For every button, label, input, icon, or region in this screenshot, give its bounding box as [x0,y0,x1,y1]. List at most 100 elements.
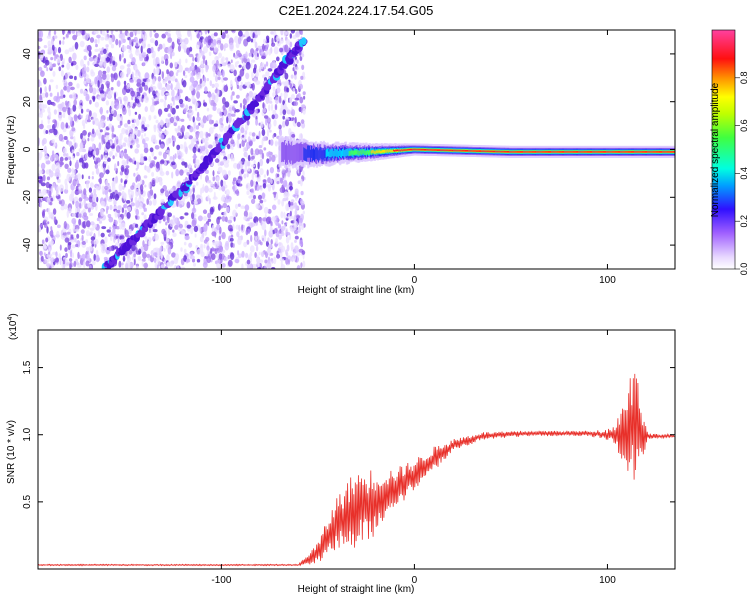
spectrogram-noise-mark [172,98,175,106]
spectrogram-noise-mark [136,143,140,149]
spectrogram-noise-mark [110,75,115,83]
spectrogram-noise-mark [215,56,219,60]
spectrogram-noise-mark [44,260,48,264]
spectrogram-noise-mark [49,61,53,69]
spectrogram-noise-mark [214,158,220,163]
spectrogram-noise-mark [177,155,181,160]
spectrogram-noise-mark [125,129,129,135]
spectrogram-noise-mark [117,212,121,219]
spectrogram-noise-mark [228,116,232,123]
spectrogram-noise-mark [185,258,191,263]
spectrogram-noise-mark [289,210,292,217]
spectrogram-noise-mark [81,240,87,245]
spectrogram-noise-mark [282,180,288,188]
spectrogram-noise-mark [179,144,184,150]
spectrogram-noise-mark [190,33,193,41]
spectrogram-noise-mark [218,235,221,241]
spectrogram-noise-mark [160,199,165,204]
spectrogram-noise-mark [65,33,69,38]
spectrogram-noise-mark [161,228,166,235]
spectrogram-noise-mark [192,262,197,267]
spectrogram-noise-mark [265,96,270,105]
spectrogram-noise-mark [238,64,242,68]
spectrogram-noise-mark [269,139,274,146]
spectrogram-noise-mark [121,192,124,196]
spectrogram-noise-mark [255,203,260,209]
spectrogram-noise-mark [235,224,240,230]
spectrogram-noise-mark [290,30,296,34]
spectrogram-noise-mark [104,185,109,190]
spectrogram-noise-mark [204,141,209,148]
spectrogram-noise-mark [155,161,160,169]
spectrogram-noise-mark [184,131,190,139]
spectrogram-noise-mark [253,159,256,166]
spectrogram-noise-mark [70,108,73,115]
spectrogram-noise-mark [215,138,219,145]
spectrogram-noise-mark [151,134,156,143]
spectrogram-noise-mark [88,50,92,57]
spectrogram-noise-mark [135,42,139,48]
spectrogram-noise-mark [171,51,175,57]
spectrogram-noise-mark [283,30,287,37]
spectrogram-noise-mark [207,144,213,149]
spectrogram-noise-mark [210,33,215,39]
spectrogram-noise-mark [69,75,74,79]
spectrogram-noise-mark [157,76,162,82]
spectrogram-noise-mark [180,247,183,252]
spectrogram-noise-mark [166,123,170,128]
spectrogram-noise-mark [206,255,212,264]
spectrogram-noise-mark [153,68,156,76]
spectrogram-noise-mark [193,121,196,129]
spectrogram-noise-mark [38,182,41,188]
spectrogram-noise-mark [183,248,187,254]
spectrogram-noise-mark [63,136,68,140]
spectrogram-noise-mark [176,180,182,188]
spectrogram-noise-mark [179,204,183,208]
spectrogram-noise-mark [130,30,133,33]
spectrogram-noise-mark [161,56,164,64]
spectrogram-noise-mark [93,188,97,195]
spectrogram-noise-mark [230,94,233,101]
spectrogram-noise-mark [289,82,292,89]
spectrogram-noise-mark [241,139,245,147]
spectrogram-noise-mark [59,40,62,45]
spectrogram-noise-mark [251,198,256,204]
spectrogram-noise-mark [262,183,267,189]
spectrogram-noise-mark [151,78,156,85]
spectrogram-noise-mark [189,76,195,83]
spectrogram-noise-mark [217,216,222,220]
spectrogram-noise-mark [85,239,88,244]
spectrogram-noise-mark [272,92,276,97]
spectrogram-noise-mark [294,74,297,80]
spectrogram-noise-mark [159,98,164,103]
spectrogram-noise-mark [196,248,202,255]
spectrogram-noise-mark [66,173,71,182]
spectrogram-noise-mark [72,178,77,187]
spectrogram-noise-mark [256,136,260,140]
spectrogram-noise-mark [271,114,275,120]
spectrogram-noise-mark [89,99,92,105]
spectrogram-noise-mark [283,191,289,199]
spectrogram-noise-mark [120,222,126,230]
spectrogram-noise-mark [251,263,257,269]
spectrogram-noise-mark [67,167,72,173]
spectrogram-noise-mark [47,99,52,105]
spectrogram-noise-mark [39,94,42,102]
spectrogram-noise-mark [64,188,69,194]
spectrogram-noise-mark [254,148,260,156]
spectrogram-noise-mark [99,106,104,115]
spectrogram-noise-mark [245,61,251,70]
spectrogram-noise-mark [141,212,145,216]
spectrogram-noise-mark [172,217,175,222]
spectrogram-noise-mark [46,124,52,129]
spectrogram-noise-mark [241,250,245,258]
spectrogram-noise-mark [230,242,234,248]
spectrogram-noise-mark [178,58,182,65]
spectrogram-noise-mark [138,38,142,44]
spectrogram-noise-mark [189,126,194,133]
spectrogram-noise-mark [256,53,259,57]
spectrogram-noise-mark [231,113,236,117]
spectrogram-noise-mark [221,56,225,63]
spectrogram-noise-mark [276,56,280,62]
spectrogram-noise-mark [53,183,56,189]
